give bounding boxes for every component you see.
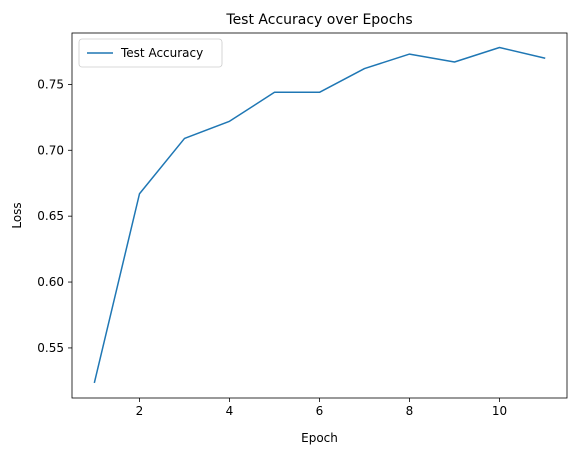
series-layer (93, 46, 546, 384)
y-tick-label: 0.75 (37, 77, 64, 91)
x-tick-label: 4 (226, 404, 234, 418)
y-axis-ticks: 0.55 0.60 0.65 0.70 0.75 (37, 77, 72, 355)
x-axis-label: Epoch (301, 431, 338, 445)
plot-area (71, 32, 568, 399)
y-tick-label: 0.60 (37, 275, 64, 289)
y-axis-label: Loss (10, 202, 24, 228)
series-line (93, 46, 546, 384)
legend: Test Accuracy (78, 38, 223, 68)
legend-label: Test Accuracy (120, 46, 203, 60)
legend-box (78, 38, 223, 68)
x-axis-ticks: 2 4 6 8 10 (136, 398, 507, 418)
x-tick-label: 10 (492, 404, 507, 418)
x-tick-label: 2 (136, 404, 144, 418)
y-tick-label: 0.70 (37, 143, 64, 157)
axes-frame (71, 32, 568, 399)
y-tick-label: 0.65 (37, 209, 64, 223)
chart-title: Test Accuracy over Epochs (225, 12, 412, 28)
x-tick-label: 8 (406, 404, 414, 418)
y-tick-label: 0.55 (37, 341, 64, 355)
x-tick-label: 6 (316, 404, 324, 418)
